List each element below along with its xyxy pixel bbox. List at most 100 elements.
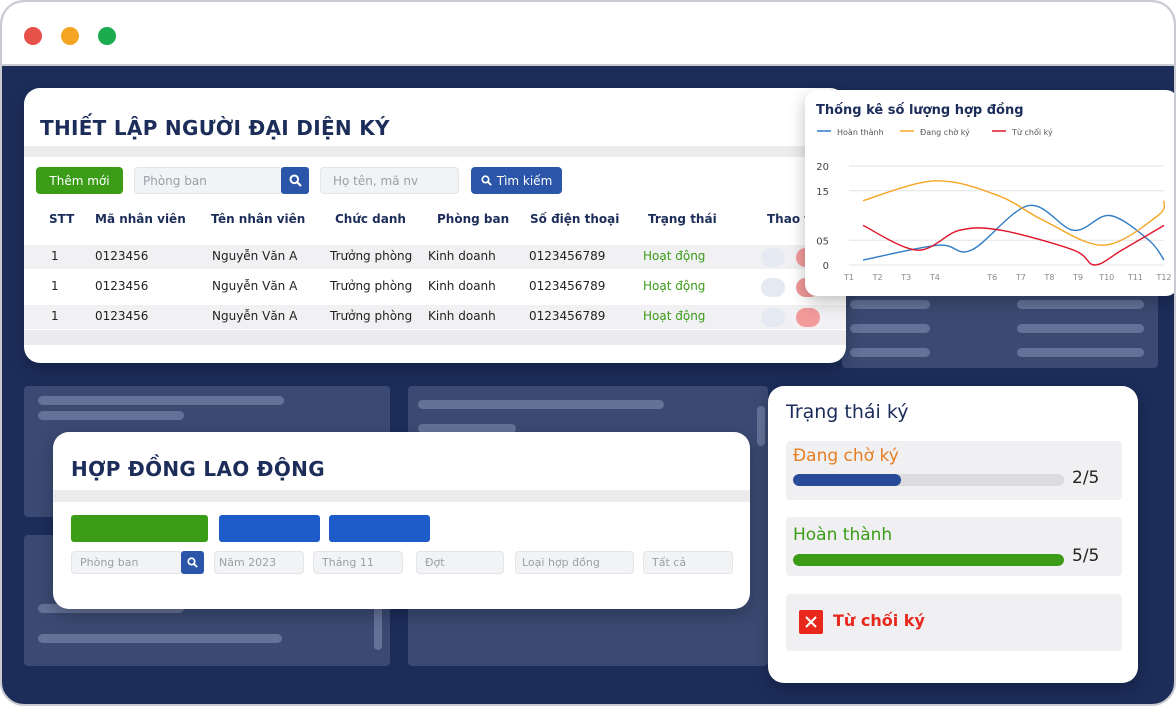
- legend-label: Từ chối ký: [1011, 127, 1053, 137]
- x-tick-label: T1: [843, 273, 854, 282]
- y-tick-label: 20: [816, 162, 829, 173]
- placeholder-line: [1017, 324, 1144, 333]
- x-tick-label: T2: [872, 273, 883, 282]
- batch-filter[interactable]: Đợt: [416, 551, 504, 574]
- legend-label: Đang chờ ký: [920, 127, 970, 137]
- chart-title: Thống kê số lượng hợp đồng: [816, 103, 1024, 118]
- section-title: HỢP ĐỒNG LAO ĐỘNG: [71, 457, 325, 481]
- cell-employee-name: Nguyễn Văn A: [212, 309, 298, 323]
- placeholder-line: [418, 424, 516, 433]
- edit-action-button[interactable]: [761, 248, 785, 267]
- delete-action-button[interactable]: [796, 308, 820, 327]
- labor-contract-card: HỢP ĐỒNG LAO ĐỘNG Phòng ban Năm 2023 Thá…: [53, 432, 750, 609]
- table-row[interactable]: 1 0123456 Nguyễn Văn A Trưởng phòng Kinh…: [24, 245, 846, 269]
- x-tick-label: T4: [929, 273, 940, 282]
- y-tick-label: 15: [816, 187, 829, 198]
- cell-stt: 1: [51, 249, 59, 263]
- add-new-button[interactable]: Thêm mới: [36, 167, 123, 194]
- series-line: [862, 224, 1165, 266]
- section-title: Trạng thái ký: [786, 401, 909, 423]
- rejected-label: Từ chối ký: [833, 611, 925, 630]
- cell-department: Kinh doanh: [428, 309, 496, 323]
- action-button[interactable]: [329, 515, 430, 542]
- cell-stt: 1: [51, 279, 59, 293]
- status-count: 5/5: [1072, 546, 1100, 566]
- placeholder-line: [38, 634, 282, 643]
- department-filter[interactable]: Phòng ban: [71, 551, 183, 574]
- contract-type-filter[interactable]: Loại hợp đồng: [515, 551, 634, 574]
- cell-employee-name: Nguyễn Văn A: [212, 249, 298, 263]
- column-header: Mã nhân viên: [95, 212, 186, 226]
- maximize-window-button[interactable]: [98, 27, 116, 45]
- y-tick-label: 0: [823, 261, 829, 272]
- action-button[interactable]: [71, 515, 208, 542]
- x-tick-label: T12: [1155, 273, 1171, 282]
- table-row[interactable]: 1 0123456 Nguyễn Văn A Trưởng phòng Kinh…: [24, 305, 846, 329]
- search-icon: [289, 174, 302, 187]
- placeholder-line: [38, 396, 284, 405]
- cell-job-title: Trưởng phòng: [330, 279, 413, 293]
- all-filter[interactable]: Tất cả: [643, 551, 733, 574]
- close-window-button[interactable]: [24, 27, 42, 45]
- x-tick-label: T3: [900, 273, 911, 282]
- series-line: [862, 180, 1166, 246]
- department-filter-search-button[interactable]: [181, 551, 204, 574]
- status-completed: Hoàn thành 5/5: [786, 517, 1122, 576]
- cell-job-title: Trưởng phòng: [330, 249, 413, 263]
- cell-status: Hoạt động: [643, 309, 706, 323]
- table-footer: [24, 330, 846, 345]
- status-count: 2/5: [1072, 468, 1100, 488]
- x-tick-label: T10: [1098, 273, 1114, 282]
- close-icon: [799, 610, 823, 634]
- edit-action-button[interactable]: [761, 278, 785, 297]
- progress-bar: [793, 474, 1064, 486]
- scrollbar[interactable]: [757, 406, 765, 446]
- column-header: Thao t: [767, 212, 810, 226]
- signing-status-card: Trạng thái ký Đang chờ ký 2/5 Hoàn thành…: [768, 386, 1138, 683]
- status-label: Hoàn thành: [793, 525, 893, 545]
- x-tick-label: T6: [986, 273, 997, 282]
- x-tick-label: T11: [1127, 273, 1143, 282]
- department-search-button[interactable]: [281, 167, 309, 194]
- placeholder-line: [850, 300, 930, 309]
- x-tick-label: T9: [1072, 273, 1083, 282]
- search-icon: [481, 175, 492, 186]
- year-filter[interactable]: Năm 2023: [214, 551, 304, 574]
- cell-job-title: Trưởng phòng: [330, 309, 413, 323]
- column-header: Chức danh: [335, 212, 406, 226]
- scrollbar[interactable]: [374, 606, 382, 650]
- search-button[interactable]: Tìm kiếm: [471, 167, 562, 194]
- status-pending: Đang chờ ký 2/5: [786, 441, 1122, 500]
- month-filter[interactable]: Tháng 11: [313, 551, 403, 574]
- cell-phone: 0123456789: [529, 279, 606, 293]
- edit-action-button[interactable]: [761, 308, 785, 327]
- line-chart: Hoàn thành Đang chờ ký Từ chối ký 20 15 05 0 T1…: [816, 127, 1171, 282]
- cell-stt: 1: [51, 309, 59, 323]
- x-tick-label: T7: [1015, 273, 1026, 282]
- minimize-window-button[interactable]: [61, 27, 79, 45]
- cell-employee-code: 0123456: [95, 309, 149, 323]
- cell-phone: 0123456789: [529, 249, 606, 263]
- action-button[interactable]: [219, 515, 320, 542]
- title-bar: [2, 2, 1174, 66]
- cell-employee-code: 0123456: [95, 249, 149, 263]
- name-employee-input[interactable]: Họ tên, mã nv: [320, 167, 459, 194]
- x-tick-label: T8: [1043, 273, 1054, 282]
- cell-status: Hoạt động: [643, 249, 706, 263]
- department-input[interactable]: Phòng ban: [134, 167, 283, 194]
- cell-employee-code: 0123456: [95, 279, 149, 293]
- column-header: Phòng ban: [437, 212, 510, 226]
- placeholder-line: [850, 324, 930, 333]
- page-title: THIẾT LẬP NGƯỜI ĐẠI DIỆN KÝ: [40, 116, 390, 140]
- cell-status: Hoạt động: [643, 279, 706, 293]
- status-rejected: Từ chối ký: [786, 594, 1122, 651]
- table-row[interactable]: 1 0123456 Nguyễn Văn A Trưởng phòng Kinh…: [24, 275, 846, 299]
- cell-department: Kinh doanh: [428, 279, 496, 293]
- placeholder-line: [1017, 348, 1144, 357]
- search-icon: [187, 557, 198, 568]
- placeholder-line: [850, 348, 930, 357]
- legend-label: Hoàn thành: [837, 128, 884, 137]
- representative-setup-card: THIẾT LẬP NGƯỜI ĐẠI DIỆN KÝ Thêm mới Phò…: [24, 88, 846, 363]
- placeholder-line: [1017, 300, 1144, 309]
